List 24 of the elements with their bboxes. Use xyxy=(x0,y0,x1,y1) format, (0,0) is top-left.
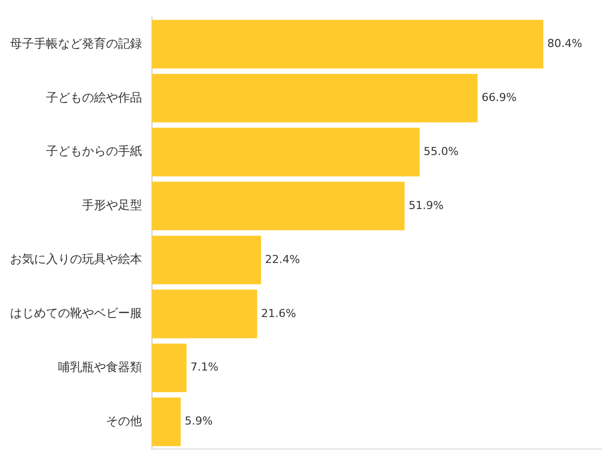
bar xyxy=(152,344,187,392)
bar xyxy=(152,128,420,176)
bar xyxy=(152,74,478,122)
bar xyxy=(152,398,181,446)
y-tick-label: 手形や足型 xyxy=(82,198,142,212)
y-tick-label: 子どもの絵や作品 xyxy=(46,90,142,104)
data-label: 7.1% xyxy=(190,360,219,374)
data-label: 80.4% xyxy=(547,37,582,50)
y-tick-label: 母子手帳など発育の記録 xyxy=(10,36,142,50)
data-label: 21.6% xyxy=(261,306,296,320)
y-tick-label: お気に入りの玩具や絵本 xyxy=(10,252,142,266)
bar xyxy=(152,290,258,338)
y-tick-label: 哺乳瓶や食器類 xyxy=(58,360,142,374)
bar xyxy=(152,182,405,230)
bar xyxy=(152,236,262,284)
bar xyxy=(152,20,544,68)
data-label: 22.4% xyxy=(265,252,300,266)
y-tick-label: はじめての靴やベビー服 xyxy=(10,306,142,320)
y-tick-label: その他 xyxy=(106,414,142,428)
data-label: 55.0% xyxy=(424,144,459,158)
data-label: 5.9% xyxy=(184,414,213,428)
y-tick-label: 子どもからの手紙 xyxy=(46,144,142,158)
data-label: 66.9% xyxy=(482,90,517,104)
data-label: 51.9% xyxy=(408,198,444,212)
